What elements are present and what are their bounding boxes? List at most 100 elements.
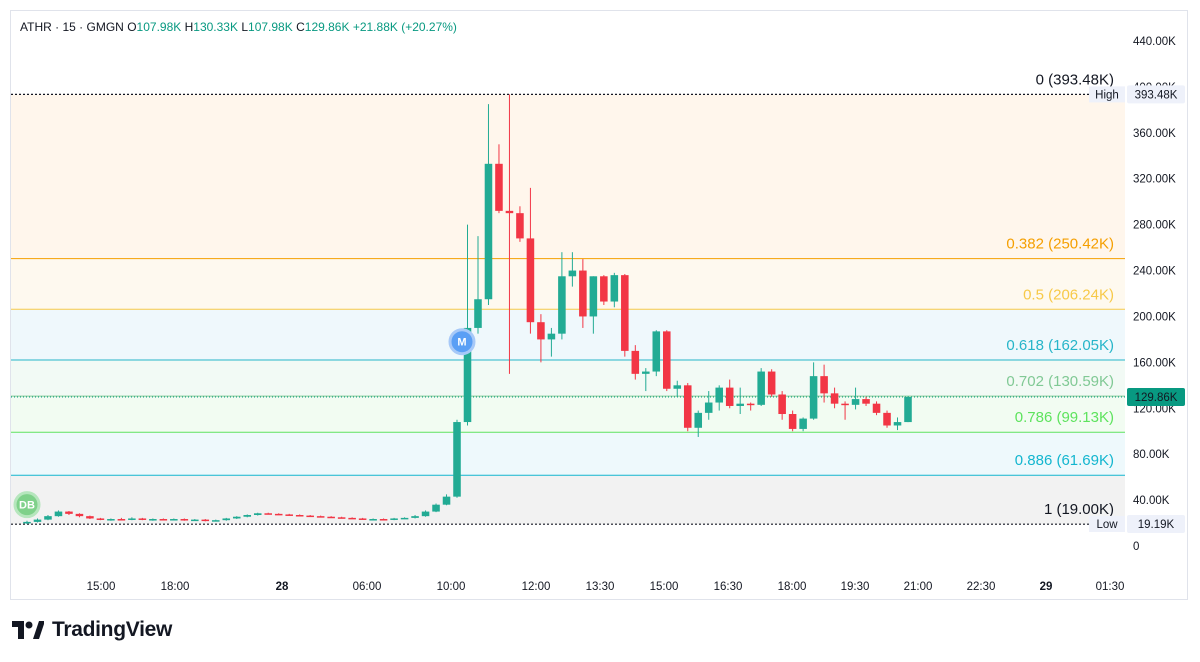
candle[interactable] [757,368,765,406]
candle[interactable] [704,391,713,420]
candle[interactable] [767,369,776,397]
candle[interactable] [44,515,52,521]
candle[interactable] [872,401,881,416]
candle[interactable] [600,275,608,305]
candle[interactable] [642,368,650,392]
candle[interactable] [463,224,472,426]
candle[interactable] [788,410,797,432]
candle[interactable] [390,517,398,521]
candle[interactable] [505,94,514,374]
candle[interactable] [589,276,598,334]
candle[interactable] [694,410,703,437]
candle[interactable] [715,385,723,411]
candle[interactable] [495,144,503,214]
candle[interactable] [379,518,388,521]
candle[interactable] [516,206,524,242]
candle[interactable] [883,410,891,428]
candle[interactable] [222,517,231,521]
candle[interactable] [862,396,870,406]
price-tag-name: High [1095,89,1119,101]
candle[interactable] [662,330,671,392]
candle[interactable] [904,396,912,423]
candle[interactable] [348,517,356,520]
candle[interactable] [306,515,314,518]
candle[interactable] [820,364,828,403]
candle[interactable] [830,387,839,409]
candle[interactable] [621,273,629,357]
candle[interactable] [474,236,482,334]
candle[interactable] [631,345,640,380]
low-price-tag[interactable]: Low 19.19K [1089,514,1185,533]
candle[interactable] [568,252,577,287]
candle[interactable] [191,519,199,522]
candle[interactable] [23,520,31,524]
candle[interactable] [809,362,818,420]
candle[interactable] [75,513,84,518]
chart-frame[interactable] [10,10,1188,600]
candle[interactable] [253,512,262,516]
candle[interactable] [652,330,661,377]
candle[interactable] [212,519,220,522]
candle[interactable] [243,514,252,518]
candle[interactable] [149,518,157,521]
candle[interactable] [86,515,94,520]
candle[interactable] [107,518,115,521]
candle[interactable] [159,518,168,521]
candle[interactable] [65,510,73,516]
candle[interactable] [610,272,619,308]
candle[interactable] [851,387,860,410]
candle[interactable] [369,518,377,521]
candle[interactable] [673,380,682,397]
tradingview-brand[interactable]: TradingView [12,618,172,642]
interval-label[interactable]: 15 [62,20,76,34]
candle[interactable] [128,517,136,521]
candle[interactable] [232,516,241,520]
candle[interactable] [526,187,535,334]
candle[interactable] [180,518,189,521]
candle[interactable] [683,383,692,432]
candle[interactable] [400,517,409,520]
symbol-name[interactable]: ATHR [20,20,52,34]
candle[interactable] [201,519,210,522]
candle[interactable] [316,515,325,518]
candle[interactable] [442,494,451,506]
candle[interactable] [421,510,430,517]
candle[interactable] [33,518,42,523]
candle-body [222,518,231,521]
m-marker[interactable]: M [448,328,476,356]
current-price-tag[interactable]: 129.86K [1127,387,1185,406]
db-marker[interactable]: DB [13,491,41,519]
candle[interactable] [432,503,440,513]
candle[interactable] [558,252,566,340]
candle-body [358,518,367,520]
candle[interactable] [285,513,293,516]
high-price-tag[interactable]: High 393.48K [1089,85,1185,104]
candle[interactable] [138,517,147,521]
candle[interactable] [547,327,556,357]
candle[interactable] [579,259,587,328]
candle[interactable] [358,517,367,520]
candle[interactable] [725,379,734,409]
candle-body [673,385,682,389]
candle[interactable] [484,104,493,305]
candle[interactable] [841,401,849,420]
candle[interactable] [264,512,273,515]
candle[interactable] [778,391,786,420]
candle[interactable] [799,417,807,432]
candle[interactable] [337,516,346,519]
candle[interactable] [893,417,902,431]
candle[interactable] [170,518,178,521]
candle-body [379,519,388,521]
candle[interactable] [274,513,283,516]
candle[interactable] [736,387,744,415]
candle[interactable] [411,515,419,519]
candle[interactable] [746,402,755,411]
candle[interactable] [453,419,461,498]
candle[interactable] [327,516,335,519]
candle[interactable] [96,517,105,521]
candle[interactable] [537,314,545,363]
candle[interactable] [117,517,126,521]
candle[interactable] [295,514,304,517]
candle[interactable] [54,510,63,517]
